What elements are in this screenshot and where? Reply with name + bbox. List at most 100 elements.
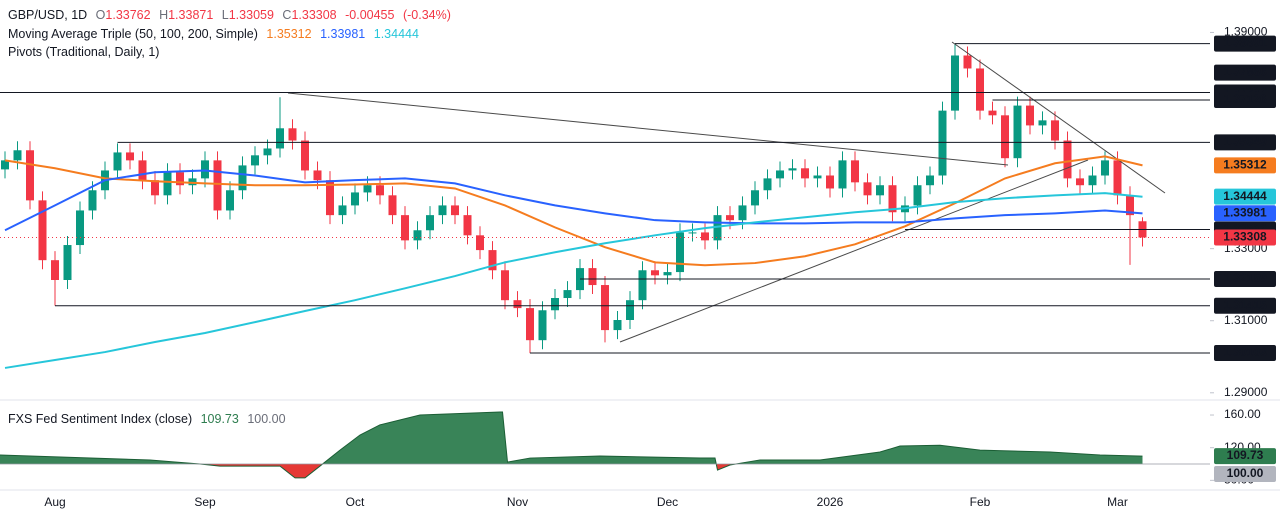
candle-body (751, 190, 759, 206)
candle-body (738, 205, 747, 221)
candle-body (926, 175, 934, 186)
candle-body (1001, 115, 1009, 159)
candle-body (413, 230, 422, 241)
candle-body (851, 160, 859, 183)
candle-body (463, 215, 472, 236)
candle-body (113, 152, 122, 171)
candle-body (301, 140, 309, 171)
x-tick-label: Nov (507, 495, 528, 509)
indicator-last: 109.73 (200, 412, 239, 426)
open-label: O (95, 8, 106, 22)
candle-body (163, 172, 172, 196)
candle-body (776, 170, 784, 179)
candle-body (676, 232, 684, 273)
candle-body (26, 150, 34, 201)
candle-body (826, 175, 834, 189)
change-pct: (-0.34%) (402, 8, 451, 22)
candle-body (1038, 120, 1047, 126)
candle-body (88, 190, 97, 211)
x-tick-label: Aug (44, 495, 65, 509)
candle-body (1101, 160, 1109, 176)
candle-body (363, 185, 372, 193)
candle-body (951, 55, 959, 111)
candle-body (376, 185, 384, 196)
candle-body (888, 185, 897, 213)
candle-body (251, 155, 259, 166)
candle-body (626, 300, 634, 320)
candle-body (726, 215, 734, 221)
candle-body (476, 235, 484, 251)
candle-body (226, 190, 234, 211)
candle-body (63, 245, 72, 280)
candle-body (526, 308, 534, 341)
header-line-3: Pivots (Traditional, Daily, 1) (8, 45, 164, 59)
candle-body (13, 150, 22, 161)
candle-body (763, 178, 772, 191)
pivot-label: 1.37126 (1223, 92, 1267, 106)
candle-body (863, 182, 872, 196)
ma-value: 1.33981 (320, 27, 366, 41)
candle-body (838, 160, 847, 189)
indicator-last-label: 109.73 (1227, 448, 1264, 462)
y-tick-label: 1.39000 (1224, 25, 1268, 39)
candle-body (138, 160, 147, 181)
candle-body (1113, 160, 1122, 196)
candle-body (338, 205, 347, 216)
pivot-label-box (1214, 134, 1276, 151)
pivot-label-box (1214, 345, 1276, 362)
last-price-label-box (1214, 229, 1276, 246)
x-tick-label: 2026 (817, 495, 844, 509)
candle-body (126, 152, 134, 161)
candle-body (188, 178, 197, 186)
candle-body (613, 320, 622, 331)
candle-body (451, 205, 459, 216)
candle-body (813, 175, 822, 179)
candle-body (238, 165, 247, 191)
candle-body (263, 148, 272, 156)
low-label: L (221, 8, 229, 22)
pivot-label: 1.37886 (1223, 65, 1267, 79)
pivot-label-box (1214, 35, 1276, 52)
candle-body (276, 128, 284, 149)
indicator-header: FXS Fed Sentiment Index (close) 109.73 1… (8, 412, 291, 426)
candle-body (1013, 105, 1022, 159)
candle-body (651, 270, 659, 276)
indicator-baseline: 100.00 (247, 412, 286, 426)
candle-body (51, 260, 59, 280)
candle-body (801, 168, 809, 179)
pivot-title: Pivots (Traditional, Daily, 1) (8, 45, 160, 59)
candle-body (638, 270, 647, 301)
candle-body (326, 180, 334, 216)
candle-body (1063, 140, 1072, 179)
pivot-label-box (1214, 91, 1276, 108)
candle-body (288, 128, 297, 141)
candle-body (38, 200, 47, 261)
candle-body (1088, 175, 1097, 186)
ma-label-box (1214, 157, 1276, 174)
header-line-2: Moving Average Triple (50, 100, 200, Sim… (8, 27, 424, 41)
sentiment-area-negative (0, 464, 1143, 478)
candle-body (563, 290, 572, 299)
last-price-label: 1.33308 (1223, 230, 1267, 244)
candle-body (663, 272, 672, 276)
trend-line (287, 92, 1009, 166)
candle-body (488, 250, 497, 271)
ma-value: 1.34444 (373, 27, 419, 41)
candle-body (151, 180, 159, 196)
candle-body (976, 68, 984, 111)
moving-average (4, 169, 1143, 232)
candle-body (701, 232, 709, 241)
candle-body (76, 210, 84, 246)
pivot-label: 1.35949 (1223, 135, 1267, 149)
ma-label: 1.34444 (1223, 189, 1267, 203)
candle-body (313, 170, 322, 181)
moving-average (4, 192, 1143, 369)
high-label: H (159, 8, 169, 22)
open-value: 1.33762 (105, 8, 151, 22)
candle-body (938, 110, 947, 176)
candle-body (588, 268, 597, 286)
candle-body (401, 215, 409, 241)
candle-body (713, 215, 722, 241)
